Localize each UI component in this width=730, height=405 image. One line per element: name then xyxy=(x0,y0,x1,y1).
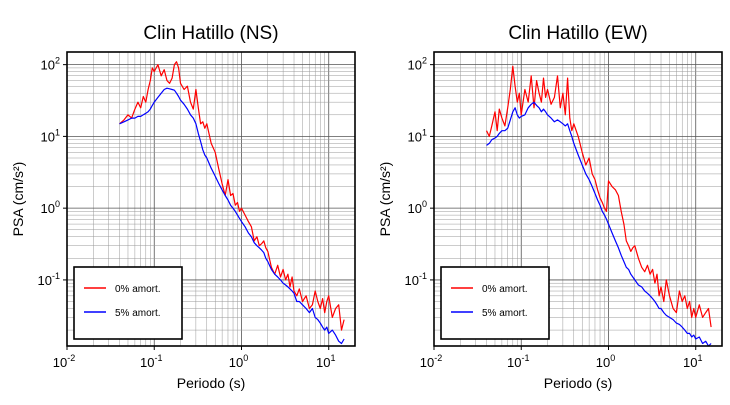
x-tick-label: 100 xyxy=(229,353,248,370)
tick-exponent: 0 xyxy=(243,353,248,363)
series-line-amort-0 xyxy=(485,65,712,328)
chart-title: Clin Hatillo (NS) xyxy=(143,23,278,44)
x-tick-label: 10-1 xyxy=(507,353,529,370)
y-tick-label: 102 xyxy=(41,56,60,73)
tick-exponent: 0 xyxy=(610,353,615,363)
plot-frame xyxy=(66,51,356,347)
grid xyxy=(67,52,355,346)
x-tick-label: 101 xyxy=(683,353,702,370)
tick-exponent: 2 xyxy=(422,56,427,66)
tick-base: 10 xyxy=(41,129,55,144)
tick-base: 10 xyxy=(507,355,521,370)
series-line-amort-5 xyxy=(119,87,345,345)
series-line-amort-5 xyxy=(486,101,712,347)
tick-exponent: 2 xyxy=(55,56,60,66)
tick-exponent: 0 xyxy=(55,199,60,209)
tick-exponent: -1 xyxy=(419,271,427,281)
x-tick-label: 100 xyxy=(596,353,615,370)
legend-box xyxy=(73,266,183,340)
y-tick-label: 102 xyxy=(408,56,427,73)
tick-base: 10 xyxy=(408,201,422,216)
legend: 0% amort. 5% amort. xyxy=(440,266,550,340)
chart-title: Clin Hatillo (EW) xyxy=(508,23,647,44)
x-tick-label: 10-2 xyxy=(53,353,75,370)
tick-base: 10 xyxy=(41,201,55,216)
tick-exponent: 0 xyxy=(422,199,427,209)
x-tick-label: 10-2 xyxy=(420,353,442,370)
legend-box xyxy=(440,266,550,340)
tick-base: 10 xyxy=(408,58,422,73)
tick-base: 10 xyxy=(596,355,610,370)
tick-base: 10 xyxy=(41,58,55,73)
x-axis-label: Periodo (s) xyxy=(177,375,245,391)
y-tick-label: 101 xyxy=(41,127,60,144)
x-tick-label: 101 xyxy=(316,353,335,370)
y-tick-label: 10-1 xyxy=(38,271,60,288)
y-tick-label: 101 xyxy=(408,127,427,144)
x-axis-label: Periodo (s) xyxy=(544,375,612,391)
tick-exponent: -1 xyxy=(52,271,60,281)
legend: 0% amort. 5% amort. xyxy=(73,266,183,340)
tick-base: 10 xyxy=(53,355,67,370)
tick-exponent: -2 xyxy=(67,353,75,363)
tick-exponent: 1 xyxy=(697,353,702,363)
tick-base: 10 xyxy=(405,273,419,288)
tick-base: 10 xyxy=(420,355,434,370)
legend-label: 5% amort. xyxy=(482,308,528,319)
legend-label: 5% amort. xyxy=(115,308,161,319)
legend-label: 0% amort. xyxy=(482,284,528,295)
tick-exponent: 1 xyxy=(330,353,335,363)
series-line-amort-0 xyxy=(119,61,345,331)
x-tick-label: 10-1 xyxy=(140,353,162,370)
tick-exponent: 1 xyxy=(55,127,60,137)
plot-frame xyxy=(433,51,723,347)
tick-base: 10 xyxy=(316,355,330,370)
tick-base: 10 xyxy=(140,355,154,370)
tick-exponent: -1 xyxy=(521,353,529,363)
tick-base: 10 xyxy=(229,355,243,370)
y-tick-label: 100 xyxy=(41,199,60,216)
tick-base: 10 xyxy=(38,273,52,288)
tick-base: 10 xyxy=(408,129,422,144)
tick-exponent: -1 xyxy=(154,353,162,363)
tick-exponent: 1 xyxy=(422,127,427,137)
y-axis-label: PSA (cm/s²) xyxy=(10,162,26,237)
y-tick-label: 10-1 xyxy=(405,271,427,288)
tick-base: 10 xyxy=(683,355,697,370)
y-axis-label: PSA (cm/s²) xyxy=(377,162,393,237)
tick-exponent: -2 xyxy=(434,353,442,363)
legend-label: 0% amort. xyxy=(115,284,161,295)
y-tick-label: 100 xyxy=(408,199,427,216)
